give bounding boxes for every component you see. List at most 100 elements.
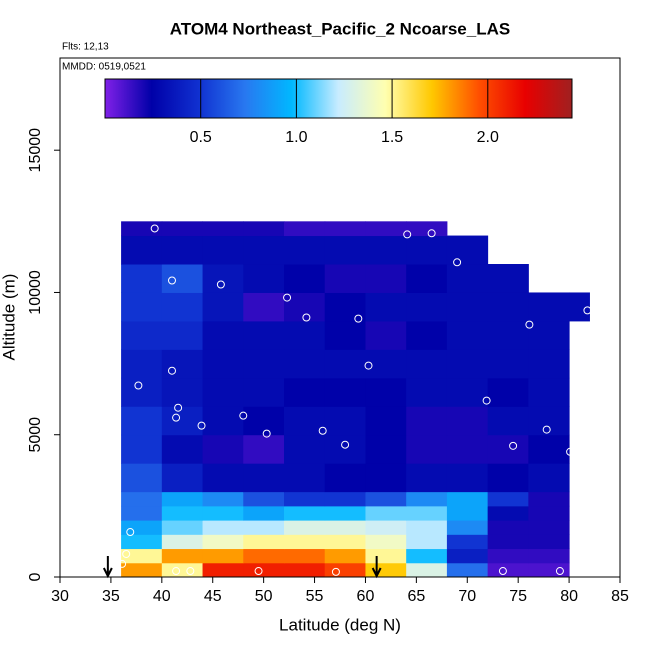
heat-cell: [121, 349, 163, 379]
heat-cell: [243, 463, 285, 493]
heat-cell: [406, 562, 448, 578]
sample-point: [168, 276, 176, 285]
heat-cell: [161, 491, 204, 507]
x-tick-label: 65: [407, 588, 425, 605]
note: MMDD: 0519,0521: [62, 62, 146, 73]
heat-cell: [528, 406, 570, 436]
heat-cell: [121, 221, 163, 237]
heat-cell: [202, 434, 244, 464]
heat-cell: [487, 264, 529, 293]
heat-cell: [406, 434, 448, 464]
heat-cell: [324, 292, 366, 322]
heat-cell: [487, 377, 529, 407]
sample-point: [403, 230, 412, 239]
heat-cell: [121, 534, 163, 550]
colorbar-tick-label: 2.0: [477, 129, 499, 146]
heat-cell: [487, 320, 529, 350]
sample-point: [555, 567, 564, 576]
x-tick-label: 75: [509, 588, 527, 605]
arrow: [102, 556, 113, 579]
heat-cell: [365, 264, 407, 293]
heat-cell: [324, 406, 366, 436]
x-tick-label: 70: [458, 588, 476, 605]
sample-point: [150, 224, 159, 233]
x-tick-label: 40: [153, 588, 171, 605]
sample-point: [302, 313, 311, 322]
heat-cell: [528, 520, 570, 535]
heat-cell: [243, 548, 285, 564]
y-tick-label: 5000: [27, 417, 44, 453]
heat-cell: [161, 548, 204, 564]
heat-cell: [487, 505, 529, 521]
heat-cell: [528, 491, 570, 507]
heat-cell: [528, 320, 570, 350]
heat-cell: [324, 505, 366, 521]
heat-cell: [324, 235, 366, 265]
heat-cell: [365, 562, 407, 578]
heat-cell: [487, 548, 529, 564]
sample-point: [427, 229, 436, 238]
heat-cell: [406, 548, 448, 564]
sample-point: [216, 280, 225, 289]
colorbar: [104, 78, 573, 119]
colorbar-tick-label: 0.5: [190, 129, 212, 146]
heat-cell: [202, 221, 244, 237]
x-tick-label: 45: [204, 588, 222, 605]
heat-cell: [284, 505, 326, 521]
heat-cell: [324, 377, 366, 407]
heat-cell: [365, 292, 407, 322]
heat-cell: [121, 406, 163, 436]
heat-cell: [284, 377, 326, 407]
heat-cell: [243, 520, 285, 535]
heat-cell: [528, 377, 570, 407]
x-tick-label: 30: [51, 588, 69, 605]
heat-cell: [365, 320, 407, 350]
colorbar-tick-label: 1.0: [285, 129, 307, 146]
heat-cell: [487, 520, 529, 535]
heat-cell: [284, 491, 326, 507]
heat-cell: [243, 264, 285, 293]
heat-cell: [324, 491, 366, 507]
heat-cell: [284, 520, 326, 535]
heat-cell: [324, 463, 366, 493]
heat-cell: [487, 349, 529, 379]
heat-cell: [365, 349, 407, 379]
heat-cell: [161, 349, 204, 379]
heat-cell: [446, 292, 489, 322]
sample-point: [583, 306, 592, 315]
heat-cell: [528, 434, 570, 464]
heat-cell: [528, 534, 570, 550]
heat-cell: [121, 520, 163, 535]
sample-point: [118, 559, 127, 568]
heat-cell: [406, 264, 448, 293]
heat-cell: [446, 520, 489, 535]
heat-cell: [446, 235, 489, 265]
sample-point: [174, 403, 183, 412]
note: Flts: 12,13: [62, 42, 109, 53]
sample-point: [566, 447, 575, 456]
heat-cell: [406, 235, 448, 265]
sample-point: [126, 528, 135, 537]
heat-cell: [365, 548, 407, 564]
plot-frame: [59, 57, 621, 578]
heat-cell: [121, 264, 163, 293]
x-tick-label: 80: [560, 588, 578, 605]
heat-cell: [365, 406, 407, 436]
heat-cell: [202, 349, 244, 379]
heat-cell: [446, 548, 489, 564]
heat-cell: [284, 349, 326, 379]
heat-cell: [161, 264, 204, 293]
heat-cell: [121, 505, 163, 521]
heat-cell: [202, 320, 244, 350]
heat-cell: [121, 548, 163, 564]
heat-cell: [528, 292, 570, 322]
heat-cell: [528, 548, 570, 564]
heat-cell: [202, 520, 244, 535]
heat-cell: [365, 221, 407, 237]
heat-cell: [487, 292, 529, 322]
heat-cell: [324, 221, 366, 237]
colorbar-tick-label: 1.5: [381, 129, 403, 146]
heat-cell: [121, 562, 163, 578]
sample-point: [172, 567, 181, 576]
heat-cell: [324, 562, 366, 578]
